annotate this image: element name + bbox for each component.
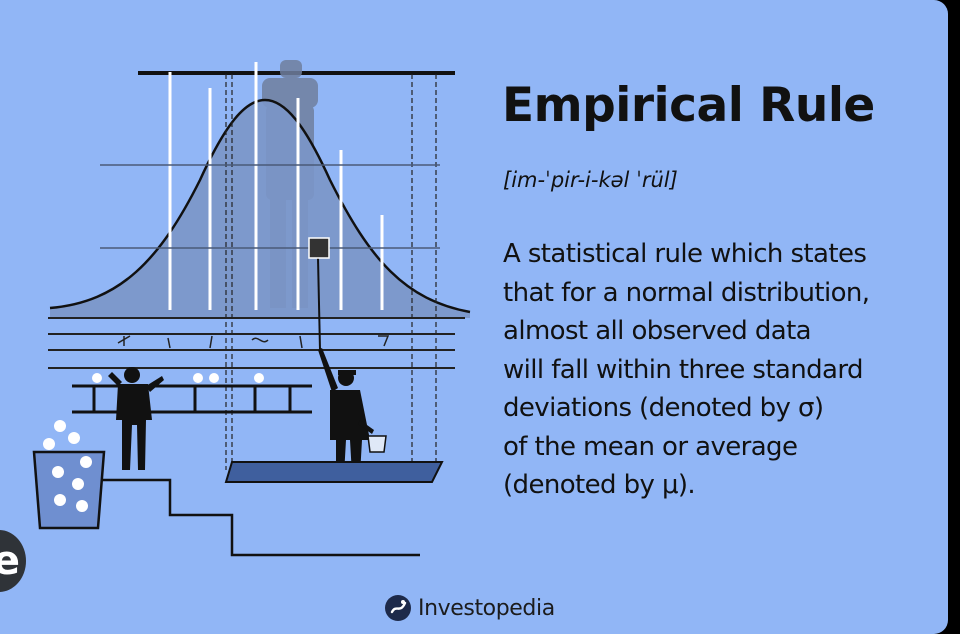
empirical-rule-illustration [32,60,471,557]
stairs [100,478,420,557]
definition-line: that for a normal distribution, [503,277,870,308]
scaffold-lines [225,74,437,470]
definition-line: of the mean or average [503,431,798,462]
normal-curve-line [49,98,471,314]
staff-lines [48,317,465,369]
shelf [72,384,312,414]
brand-name: Investopedia [418,595,555,621]
right-worker [318,348,374,475]
side-badge-letter: e [0,538,20,584]
left-worker [108,367,164,470]
investopedia-logo-icon [385,595,411,621]
paint-roller [308,237,330,259]
paint-pole [317,257,321,351]
shelf-balls [92,373,264,383]
basket-balls [43,420,92,512]
scribble-marks [117,335,390,349]
ball-basket [32,450,106,530]
definition-line: will fall within three standard [503,354,864,385]
brand-logo: Investopedia [384,591,555,625]
definition-text: A statistical rule which states that for… [503,235,943,505]
platform [224,461,444,483]
histogram-bars [168,62,384,310]
pronunciation: [im-ˈpir-i-kəl ˈrül] [503,168,678,192]
definition-line: deviations (denoted by σ) [503,393,824,423]
guide-lines [100,164,440,249]
definition-line: A statistical rule which states [503,239,867,269]
normal-curve-area [50,100,470,318]
definition-line: almost all observed data [503,316,812,346]
paint-bucket [367,435,387,453]
page-title: Empirical Rule [502,78,875,133]
definition-line: (denoted by μ). [503,470,696,500]
